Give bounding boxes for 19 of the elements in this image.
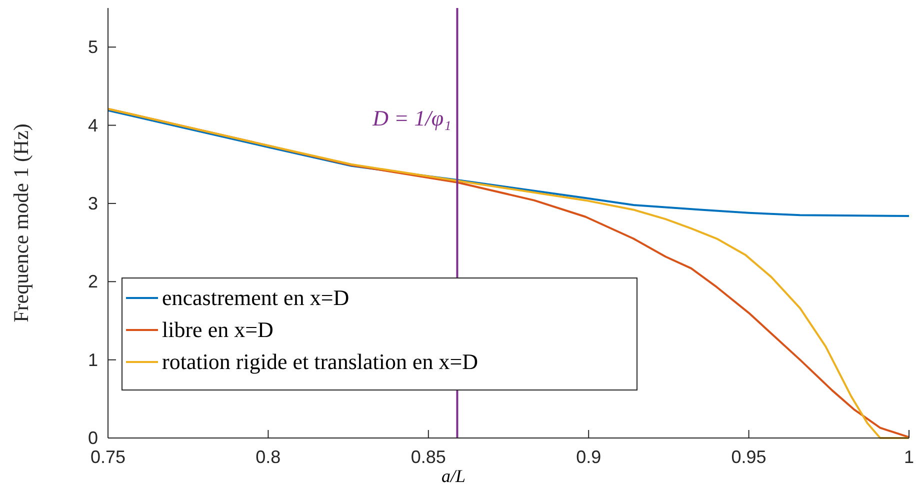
ref-line-label: D = 1/φ₁ — [372, 105, 452, 130]
y-tick-label: 4 — [88, 115, 98, 136]
legend-label: rotation rigide et translation en x=D — [162, 349, 478, 374]
legend-label: libre en x=D — [162, 317, 274, 342]
x-tick-label: 0.85 — [410, 447, 446, 467]
legend-label: encastrement en x=D — [162, 285, 350, 310]
x-axis-title: a/L — [441, 466, 466, 486]
y-axis-title: Frequence mode 1 (Hz) — [9, 124, 33, 322]
x-tick-label: 0.8 — [256, 447, 281, 467]
y-tick-label: 3 — [88, 193, 98, 214]
x-tick-label: 0.95 — [731, 447, 766, 467]
x-tick-label: 0.9 — [576, 447, 602, 467]
x-tick-label: 0.75 — [90, 447, 126, 467]
y-tick-label: 2 — [88, 272, 98, 292]
line-series — [107, 109, 910, 217]
x-tick-label: 1 — [904, 447, 914, 467]
y-tick-label: 1 — [88, 350, 98, 370]
y-tick-label: 5 — [88, 37, 98, 58]
y-tick-label: 0 — [88, 428, 98, 448]
